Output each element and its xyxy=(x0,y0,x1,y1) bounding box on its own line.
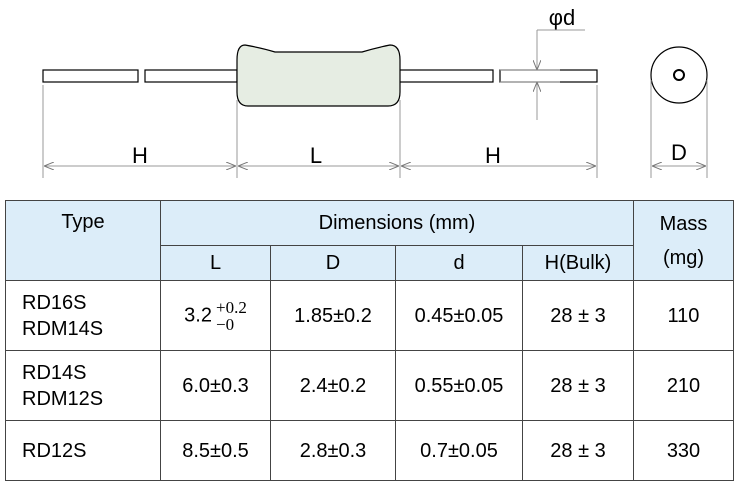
value-cell: 210 xyxy=(633,350,734,421)
type-line: RD12S xyxy=(22,439,87,462)
header-line: (mg) xyxy=(662,246,705,269)
header-cell: D xyxy=(270,245,396,281)
dim-label: D xyxy=(671,140,687,165)
value-cell: 28 ± 3 xyxy=(522,420,634,481)
value-cell: 6.0±0.3 xyxy=(160,350,271,421)
value-cell: 28 ± 3 xyxy=(522,280,634,351)
value-cell: 0.7±0.05 xyxy=(395,420,523,481)
type-line: RDM14S xyxy=(22,317,104,340)
table-row: RD12S 8.5±0.5 2.8±0.3 0.7±0.05 28 ± 3 330 xyxy=(5,420,734,481)
tolerance: +0.2 −0 xyxy=(216,299,247,333)
dim-label: H xyxy=(485,143,501,168)
type-cell: RD14S RDM12S xyxy=(5,350,161,421)
tol-minus: −0 xyxy=(215,314,235,334)
header-cell: H(Bulk) xyxy=(522,245,634,281)
header-line: Mass xyxy=(659,212,708,235)
value-cell: 330 xyxy=(633,420,734,481)
dim-label: φd xyxy=(549,5,576,30)
header-cell: Type xyxy=(5,200,161,281)
dimension-table: Type Dimensions (mm) Mass (mg) L D d H(Bu… xyxy=(5,200,734,481)
header-cell: L xyxy=(160,245,271,281)
table-row: RD14S RDM12S 6.0±0.3 2.4±0.2 0.55±0.05 28 ± 3… xyxy=(5,350,734,421)
table-row: RD16S RDM14S 3.2 +0.2 −0 1.85±0.2 0.45±0.05 28 … xyxy=(5,280,734,351)
type-cell: RD16S RDM14S xyxy=(5,280,161,351)
value-cell: 0.55±0.05 xyxy=(395,350,523,421)
value-cell: 8.5±0.5 xyxy=(160,420,271,481)
value-cell: 1.85±0.2 xyxy=(270,280,396,351)
value-cell: 3.2 +0.2 −0 xyxy=(160,280,271,351)
table-body: RD16S RDM14S 3.2 +0.2 −0 1.85±0.2 0.45±0.05 28 … xyxy=(5,280,734,481)
type-line: RD14S xyxy=(22,361,87,384)
value-cell: 0.45±0.05 xyxy=(395,280,523,351)
resistor-diagram: H L H D φd xyxy=(42,5,708,178)
type-line: RD16S xyxy=(22,291,87,314)
value-cell: 28 ± 3 xyxy=(522,350,634,421)
type-cell: RD12S xyxy=(5,420,161,481)
dim-label: L xyxy=(310,143,322,168)
dim-label: H xyxy=(132,143,148,168)
header-cell: Mass (mg) xyxy=(633,200,734,281)
type-line: RDM12S xyxy=(22,387,104,410)
value-cell: 2.4±0.2 xyxy=(270,350,396,421)
tol-plus: +0.2 xyxy=(215,297,247,317)
value-cell: 110 xyxy=(633,280,734,351)
value-base: 3.2 xyxy=(184,303,212,326)
header-cell: d xyxy=(395,245,523,281)
header-cell: Dimensions (mm) xyxy=(160,200,634,246)
value-cell: 2.8±0.3 xyxy=(270,420,396,481)
